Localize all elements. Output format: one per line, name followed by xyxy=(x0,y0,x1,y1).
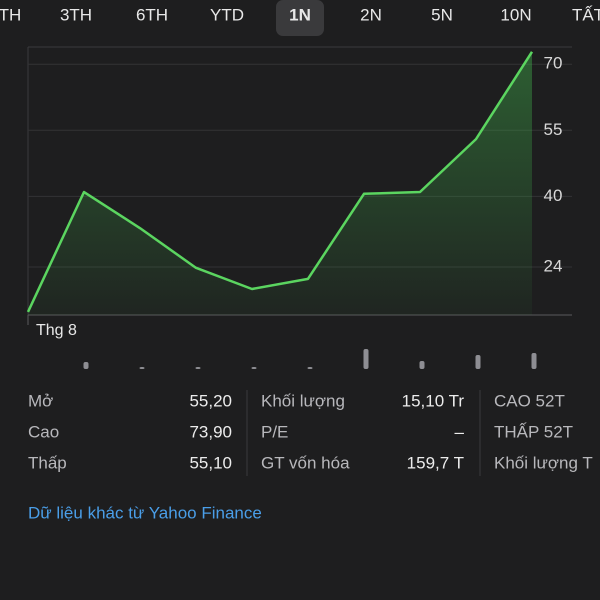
y-tick-label: 70 xyxy=(544,54,563,73)
volume-bar xyxy=(139,367,145,369)
volume-bar xyxy=(251,367,257,369)
range-tab[interactable]: TẤT xyxy=(572,5,600,24)
yahoo-link[interactable]: Dữ liệu khác từ Yahoo Finance xyxy=(28,503,262,522)
volume-bar xyxy=(363,349,369,369)
volume-bar xyxy=(531,353,537,369)
stat-value: – xyxy=(455,422,465,441)
y-tick-label: 24 xyxy=(544,256,563,275)
volume-bar xyxy=(307,367,313,369)
price-line xyxy=(26,51,534,313)
stat-value: 15,10 Tr xyxy=(402,391,465,410)
range-tab[interactable]: 5N xyxy=(431,5,453,24)
stat-label: Mở xyxy=(28,391,53,410)
stat-value: 55,20 xyxy=(189,391,232,410)
volume-bar xyxy=(419,361,425,369)
stat-label: THẤP 52T xyxy=(494,422,573,441)
y-tick-label: 55 xyxy=(544,120,563,139)
volume-bar xyxy=(83,362,89,369)
y-tick-label: 40 xyxy=(544,186,563,205)
x-tick-label: Thg 8 xyxy=(36,322,77,339)
range-tab[interactable]: TH xyxy=(0,5,21,24)
range-tab[interactable]: 6TH xyxy=(136,5,168,24)
range-tab[interactable]: YTD xyxy=(210,5,244,24)
range-tab[interactable]: 3TH xyxy=(60,5,92,24)
stat-value: 159,7 T xyxy=(407,453,464,472)
price-area xyxy=(28,51,532,315)
stat-label: GT vốn hóa xyxy=(261,453,350,472)
selected-tab-bg xyxy=(276,0,324,36)
stat-label: Khối lượng xyxy=(261,391,345,410)
stat-label: CAO 52T xyxy=(494,391,565,410)
volume-bar xyxy=(195,367,201,369)
stat-label: P/E xyxy=(261,422,288,441)
stat-value: 73,90 xyxy=(189,422,232,441)
stat-label: Cao xyxy=(28,422,59,441)
volume-bar xyxy=(475,355,481,369)
range-tab[interactable]: 10N xyxy=(500,5,531,24)
stat-label: Khối lượng T xyxy=(494,453,593,472)
stat-value: 55,10 xyxy=(189,453,232,472)
range-tab[interactable]: 1N xyxy=(289,5,311,24)
stat-label: Thấp xyxy=(28,453,67,472)
range-tab[interactable]: 2N xyxy=(360,5,382,24)
